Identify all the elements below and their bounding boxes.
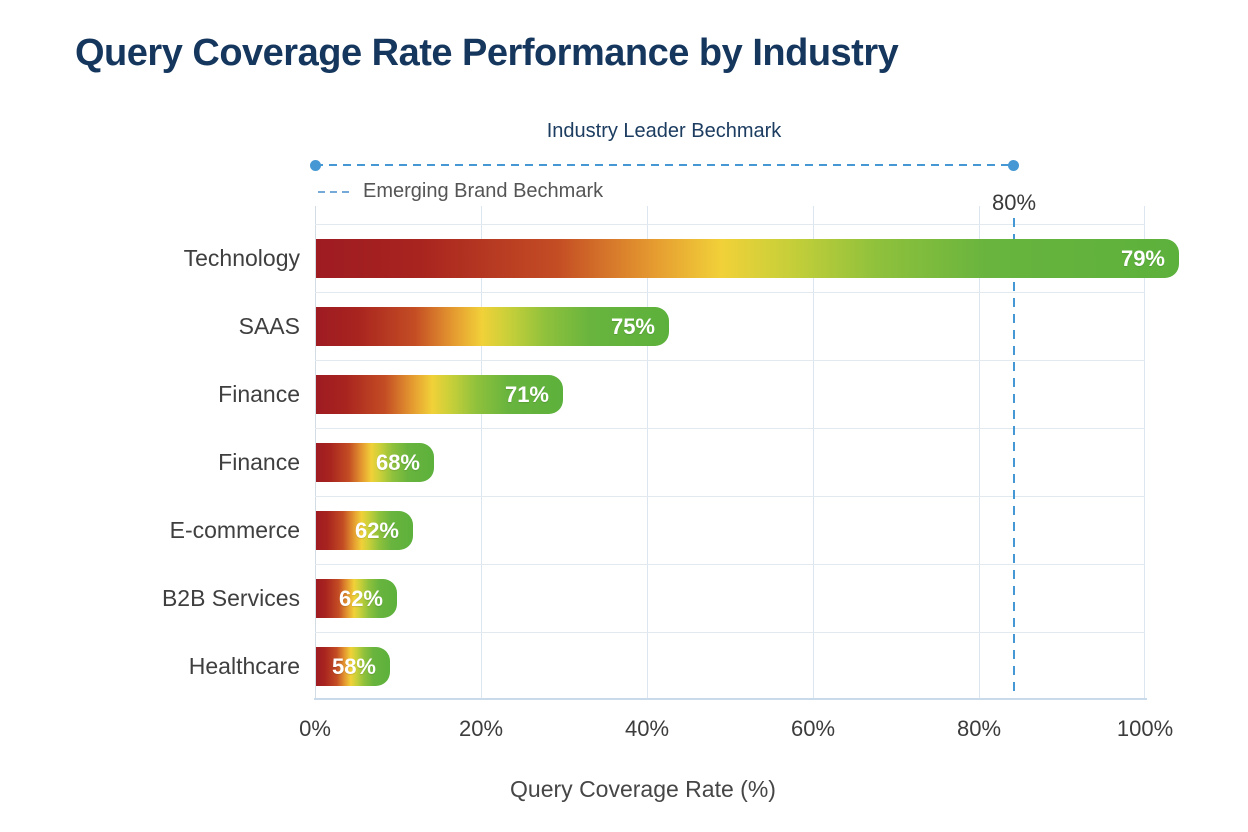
gridline-horizontal [315,428,1145,429]
category-label-saas: SAAS [238,313,300,339]
gridline-horizontal [315,224,1145,225]
gridline-vertical-100 [1144,206,1145,700]
gridline-horizontal [315,564,1145,565]
x-tick-40: 40% [624,716,670,741]
benchmark-endpoint-dot-right [1008,160,1019,171]
gridline-vertical-40 [647,206,648,700]
gridline-horizontal [315,632,1145,633]
x-tick-20: 20% [458,716,504,741]
benchmark-endpoint-dot-left [310,160,321,171]
bar-value-label: 58% [331,654,376,679]
category-label-b2b-services: B2B Services [161,585,300,611]
bar-saas: 75% [316,307,669,346]
plot-area: 79% 75% 71% 68% 62% 62% 58% [314,206,1179,700]
bar-b2b-services: 62% [316,579,397,618]
bar-value-label: 79% [1120,246,1165,271]
bar-value-label: 71% [504,382,549,407]
industry-leader-benchmark-line [310,160,1019,171]
gridline-vertical-80 [979,206,980,700]
bar-finance-1: 71% [316,375,563,414]
category-label-technology: Technology [183,245,300,271]
gridline-vertical-0 [315,206,316,700]
dashed-line-key-icon [318,190,354,193]
x-tick-60: 60% [790,716,836,741]
x-axis-title: Query Coverage Rate (%) [510,776,776,802]
gridline-horizontal [315,360,1145,361]
x-tick-80: 80% [956,716,1002,741]
gridline-vertical-60 [813,206,814,700]
category-label-ecommerce: E-commerce [169,517,300,543]
gridline-vertical-20 [481,206,482,700]
x-tick-100: 100% [1116,716,1174,741]
bar-value-label: 62% [338,586,383,611]
emerging-benchmark-label: Emerging Brand Bechmark [363,180,604,202]
bar-healthcare: 58% [316,647,390,686]
category-label-healthcare: Healthcare [188,653,300,679]
page-title: Query Coverage Rate Performance by Indus… [75,32,899,74]
bar-technology: 79% [316,239,1179,278]
category-label-finance-2: Finance [218,449,300,475]
gridline-horizontal [315,496,1145,497]
x-axis-line [314,698,1147,700]
emerging-brand-benchmark-legend: Emerging Brand Bechmark [318,180,603,203]
bar-value-label: 68% [375,450,420,475]
category-label-finance-1: Finance [218,381,300,407]
bar-value-label: 62% [354,518,399,543]
bar-finance-2: 68% [316,443,434,482]
gridline-horizontal [315,292,1145,293]
bar-ecommerce: 62% [316,511,413,550]
bar-value-label: 75% [610,314,655,339]
benchmark-dashed-vline [1013,218,1015,698]
x-tick-0: 0% [299,716,331,741]
benchmark-threshold-label: 80% [991,190,1037,215]
industry-leader-benchmark-label: Industry Leader Bechmark [546,120,782,142]
